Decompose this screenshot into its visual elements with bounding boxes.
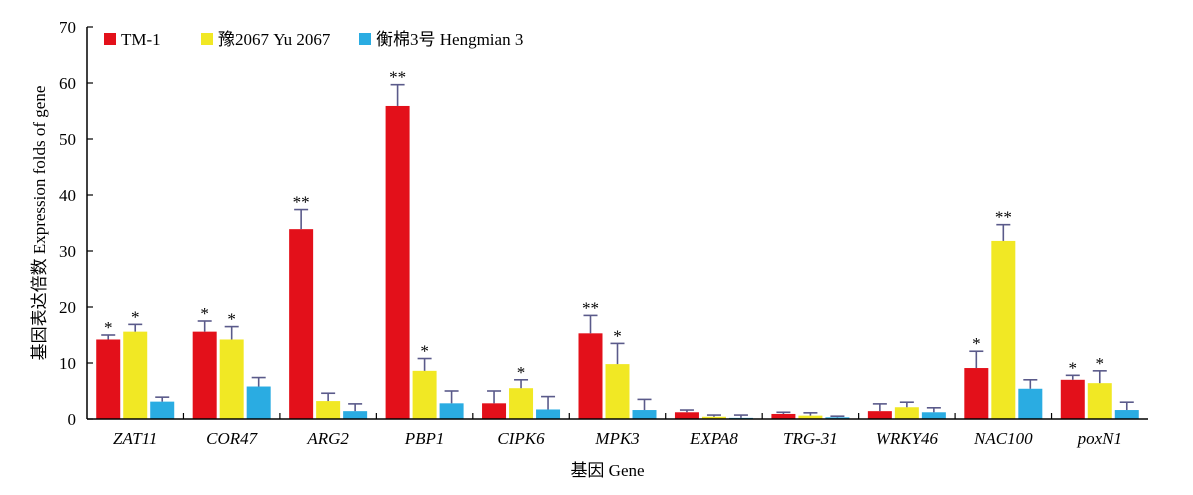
significance-label: **	[293, 193, 310, 212]
bar	[964, 368, 989, 419]
bar	[482, 403, 507, 419]
bar	[150, 401, 175, 419]
bar	[1018, 388, 1043, 419]
x-category-label: TRG-31	[783, 429, 838, 448]
axes	[86, 27, 1148, 420]
bar	[798, 415, 823, 419]
bar	[289, 229, 314, 419]
bar	[825, 417, 850, 419]
y-tick-label: 60	[59, 74, 76, 93]
bar	[246, 386, 271, 419]
y-axis-title: 基因表达倍数 Expression folds of gene	[30, 86, 49, 361]
x-category-label: MPK3	[594, 429, 639, 448]
legend: TM-1 豫2067 Yu 2067 衡棉3号 Hengmian 3	[104, 30, 523, 49]
bar	[578, 333, 603, 419]
significance-label: *	[1069, 358, 1078, 377]
bar	[1114, 410, 1139, 419]
legend-swatch	[201, 33, 213, 45]
significance-label: *	[420, 342, 429, 361]
y-tick-label: 50	[59, 130, 76, 149]
x-category-label: ARG2	[306, 429, 349, 448]
legend-swatch	[104, 33, 116, 45]
x-category-label: poxN1	[1077, 429, 1122, 448]
significance-label: *	[227, 310, 236, 329]
x-category-label: EXPA8	[689, 429, 738, 448]
bar	[192, 331, 217, 419]
significance-label: *	[613, 326, 622, 345]
y-tick-label: 0	[68, 410, 77, 429]
bar	[219, 339, 244, 419]
bar	[385, 105, 410, 420]
bar	[894, 407, 919, 419]
bar	[632, 410, 657, 419]
legend-label: TM-1	[121, 30, 161, 49]
significance-label: *	[1096, 354, 1105, 373]
significance-label: **	[995, 208, 1012, 227]
x-category-label: COR47	[206, 429, 259, 448]
y-tick-label: 30	[59, 242, 76, 261]
y-tick-label: 20	[59, 298, 76, 317]
y-tick-label: 10	[59, 354, 76, 373]
legend-label: 豫2067 Yu 2067	[218, 30, 331, 49]
bar	[674, 412, 699, 419]
x-category-label: ZAT11	[113, 429, 157, 448]
significance-label: *	[200, 304, 209, 323]
x-category-label: PBP1	[404, 429, 445, 448]
significance-label: *	[972, 334, 981, 353]
bar	[509, 388, 534, 419]
x-category-labels: ZAT11 COR47 ARG2 PBP1 CIPK6 MPK3 EXPA8 TRG-31 WR…	[113, 413, 1122, 448]
significance-label: *	[517, 363, 526, 382]
bar	[921, 412, 946, 419]
bar	[343, 411, 368, 419]
y-tick-label: 70	[59, 18, 76, 37]
bar	[867, 411, 892, 419]
bar	[701, 416, 726, 419]
x-category-label: WRKY46	[876, 429, 939, 448]
bar	[316, 401, 341, 419]
bar	[96, 339, 121, 419]
bar	[991, 240, 1016, 419]
bar	[605, 364, 630, 419]
bar	[536, 409, 561, 419]
x-axis-title: 基因 Gene	[570, 461, 644, 480]
bar	[412, 370, 437, 419]
y-tick-label: 40	[59, 186, 76, 205]
bar-group: ** * ********** **** *	[96, 68, 1139, 420]
x-category-label: NAC100	[973, 429, 1033, 448]
bar	[439, 403, 464, 419]
legend-label: 衡棉3号 Hengmian 3	[376, 30, 523, 49]
significance-label: *	[131, 307, 140, 326]
significance-label: **	[389, 68, 406, 87]
bar	[1087, 383, 1112, 419]
x-category-label: CIPK6	[497, 429, 545, 448]
legend-swatch	[359, 33, 371, 45]
y-ticks: 0 10 20 30 40 50 60 70	[59, 18, 93, 429]
bar	[771, 413, 796, 419]
bar	[1060, 379, 1085, 419]
significance-label: **	[582, 298, 599, 317]
bar	[123, 331, 148, 419]
significance-label: *	[104, 318, 113, 337]
